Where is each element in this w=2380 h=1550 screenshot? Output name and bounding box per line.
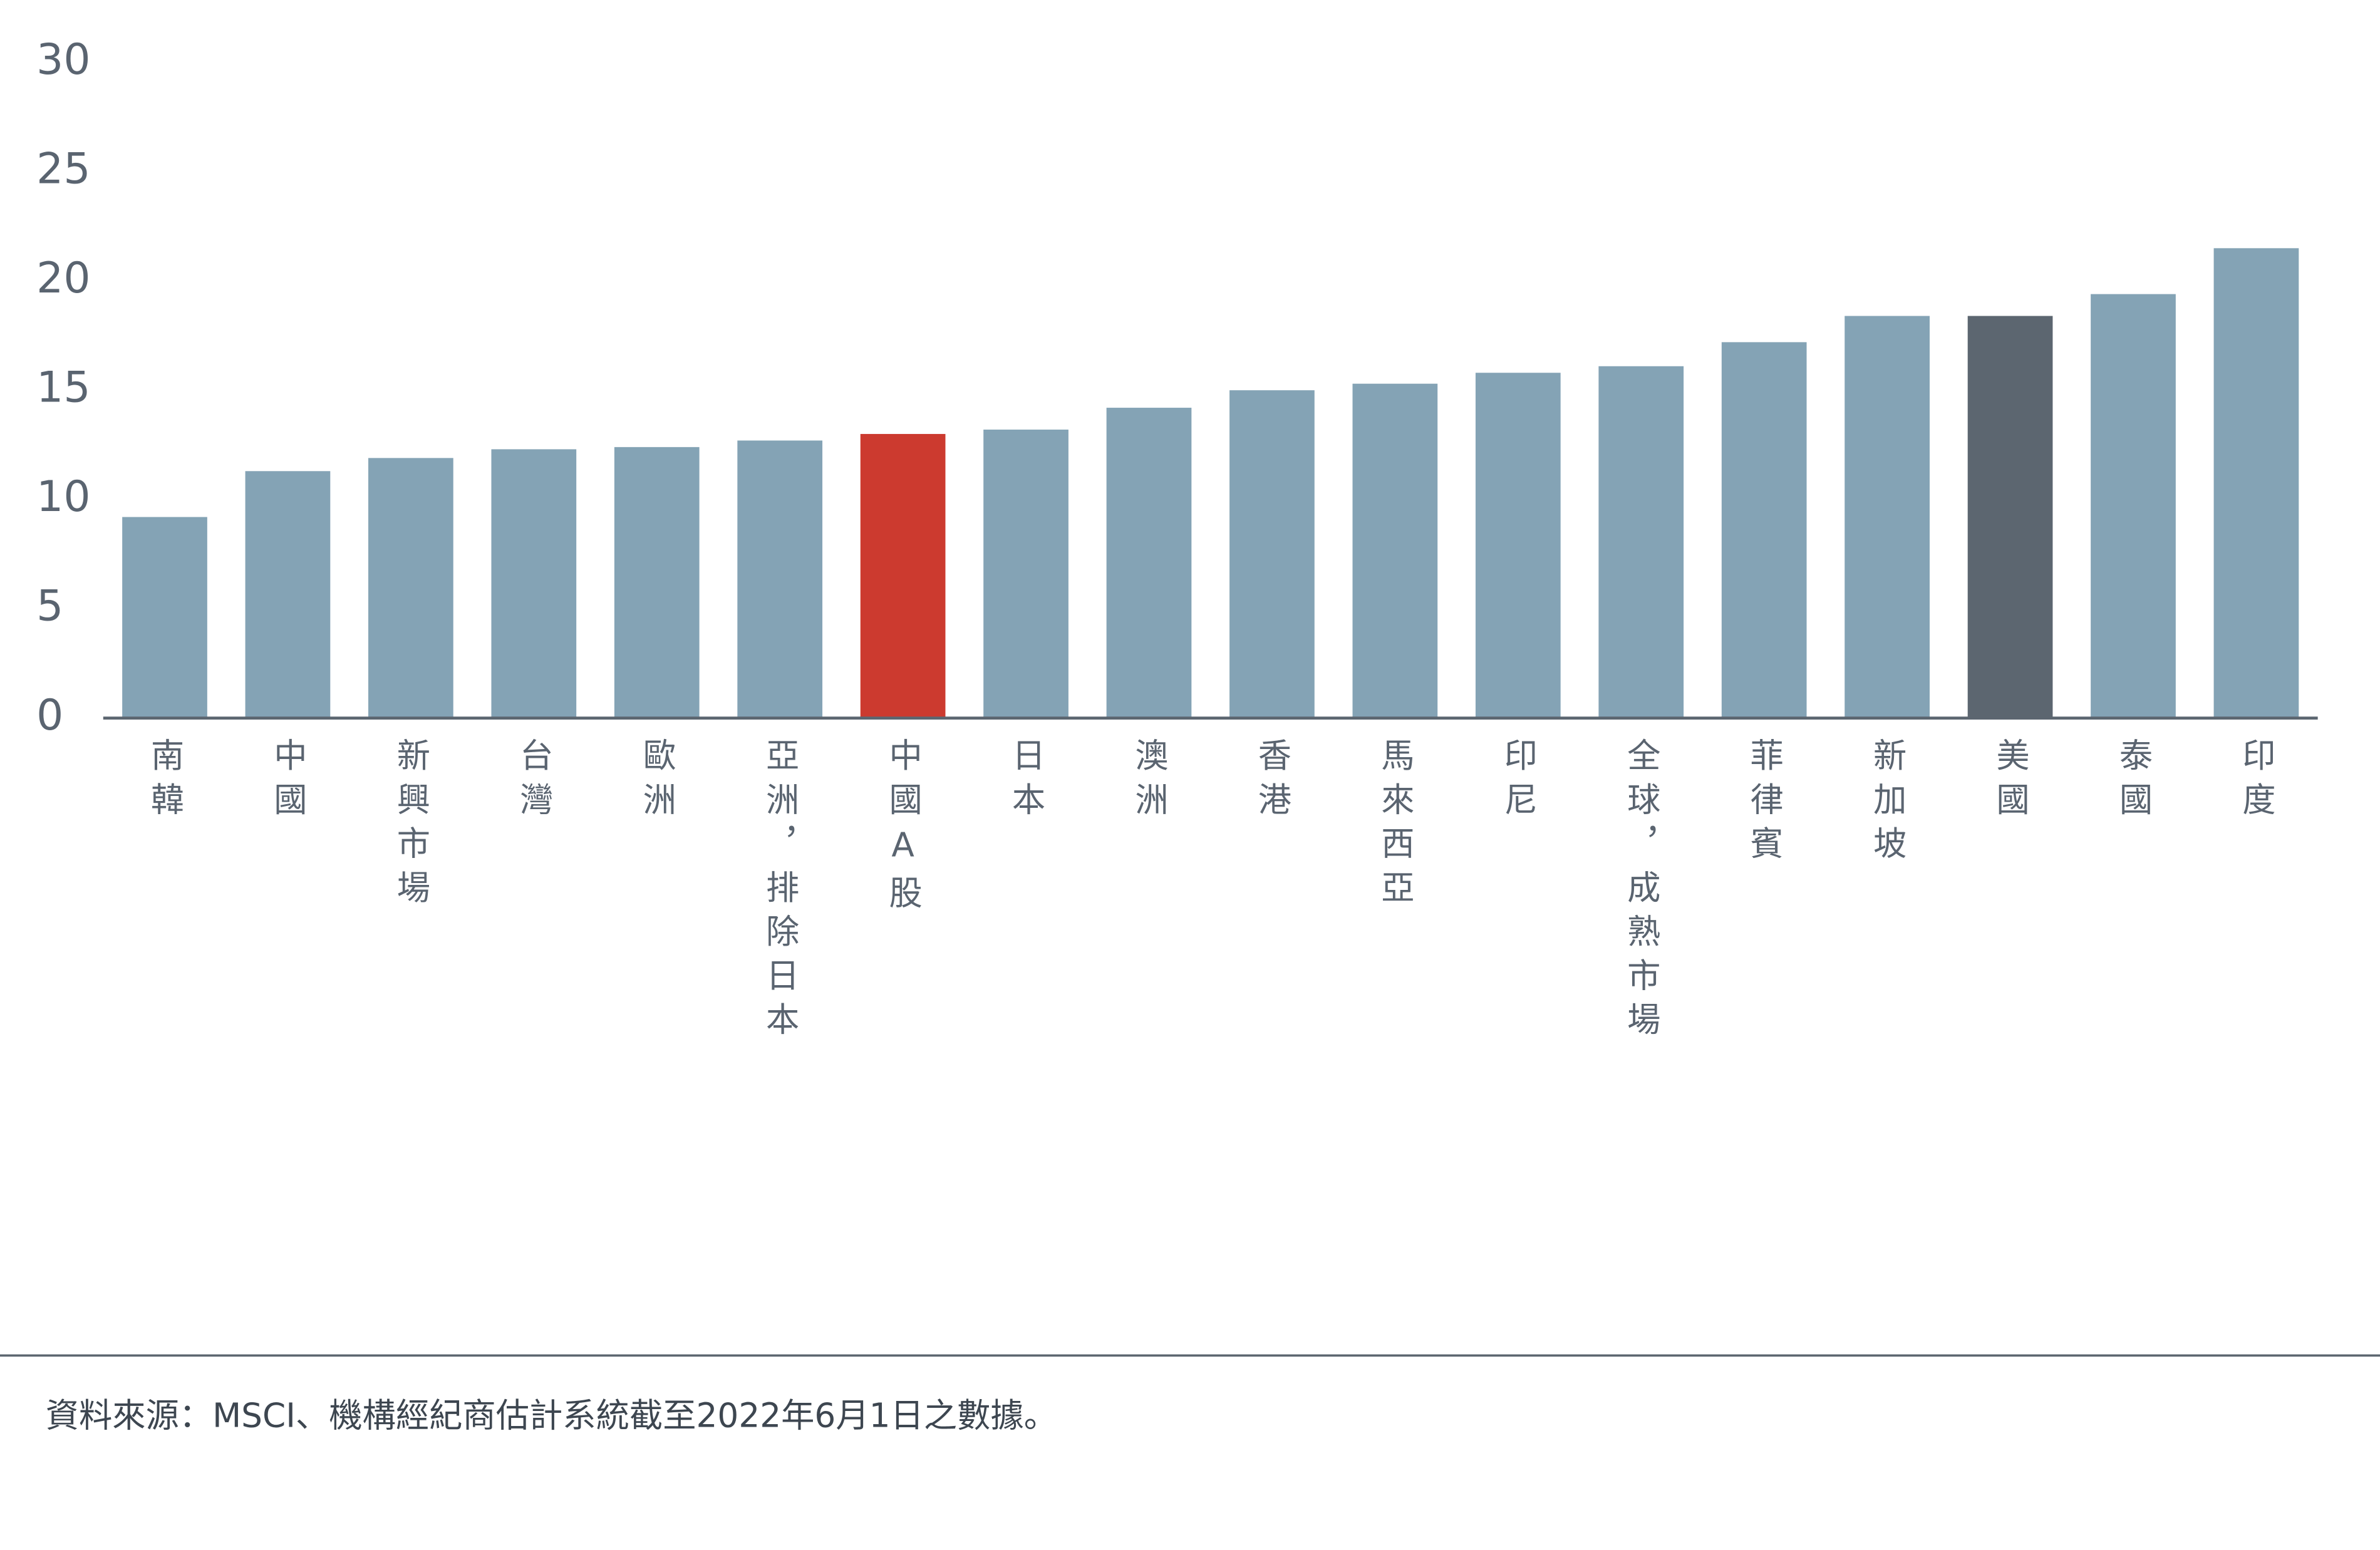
bar: [1844, 316, 1930, 718]
x-tick-label: 新加坡: [1868, 738, 1907, 870]
x-tick-label: 美國: [1991, 738, 2030, 826]
bar: [614, 447, 700, 718]
y-tick-label: 30: [36, 35, 90, 85]
y-tick-label: 25: [36, 145, 90, 194]
bar: [1598, 366, 1684, 718]
y-tick-label: 20: [36, 254, 90, 303]
x-tick-label: 全球，成熟市場: [1622, 738, 1660, 1046]
x-tick-label: 印尼: [1499, 738, 1538, 826]
x-tick-label: 印度: [2237, 738, 2275, 826]
x-tick-label: 澳洲: [1129, 738, 1168, 826]
bar: [1967, 316, 2053, 718]
x-tick-label: 菲律賓: [1745, 738, 1784, 870]
bar: [2091, 294, 2176, 718]
bar: [491, 449, 577, 718]
x-tick-label: 新興市場: [391, 738, 430, 914]
source-note: 資料來源：MSCI、機構經紀商估計系統截至2022年6月1日之數據。: [46, 1396, 1057, 1435]
y-tick-label: 10: [36, 472, 90, 522]
y-tick-label: 15: [36, 363, 90, 413]
bar: [983, 429, 1068, 718]
bar: [1106, 408, 1192, 718]
bar: [122, 517, 207, 718]
x-tick-label: 亞洲，排除日本: [760, 738, 799, 1046]
x-tick-label: 中國A股: [884, 738, 923, 919]
bar: [368, 458, 453, 718]
x-tick-label: 香港: [1253, 738, 1291, 826]
y-tick-label: 5: [36, 582, 63, 631]
bar: [1229, 390, 1315, 718]
x-tick-label: 中國: [268, 738, 307, 826]
bar: [245, 471, 331, 718]
y-tick-label: 0: [36, 691, 63, 740]
bar: [1721, 342, 1807, 718]
bar: [1475, 373, 1561, 718]
x-tick-label: 歐洲: [638, 738, 676, 826]
bar: [2213, 248, 2299, 718]
bar: [1352, 383, 1438, 718]
x-tick-label: 台灣: [514, 738, 553, 826]
x-tick-label: 泰國: [2114, 738, 2153, 826]
bar: [860, 433, 946, 718]
x-tick-label: 馬來西亞: [1375, 738, 1414, 914]
bar: [737, 440, 823, 718]
x-tick-label: 日本: [1006, 738, 1045, 826]
x-tick-label: 南韓: [145, 738, 184, 826]
